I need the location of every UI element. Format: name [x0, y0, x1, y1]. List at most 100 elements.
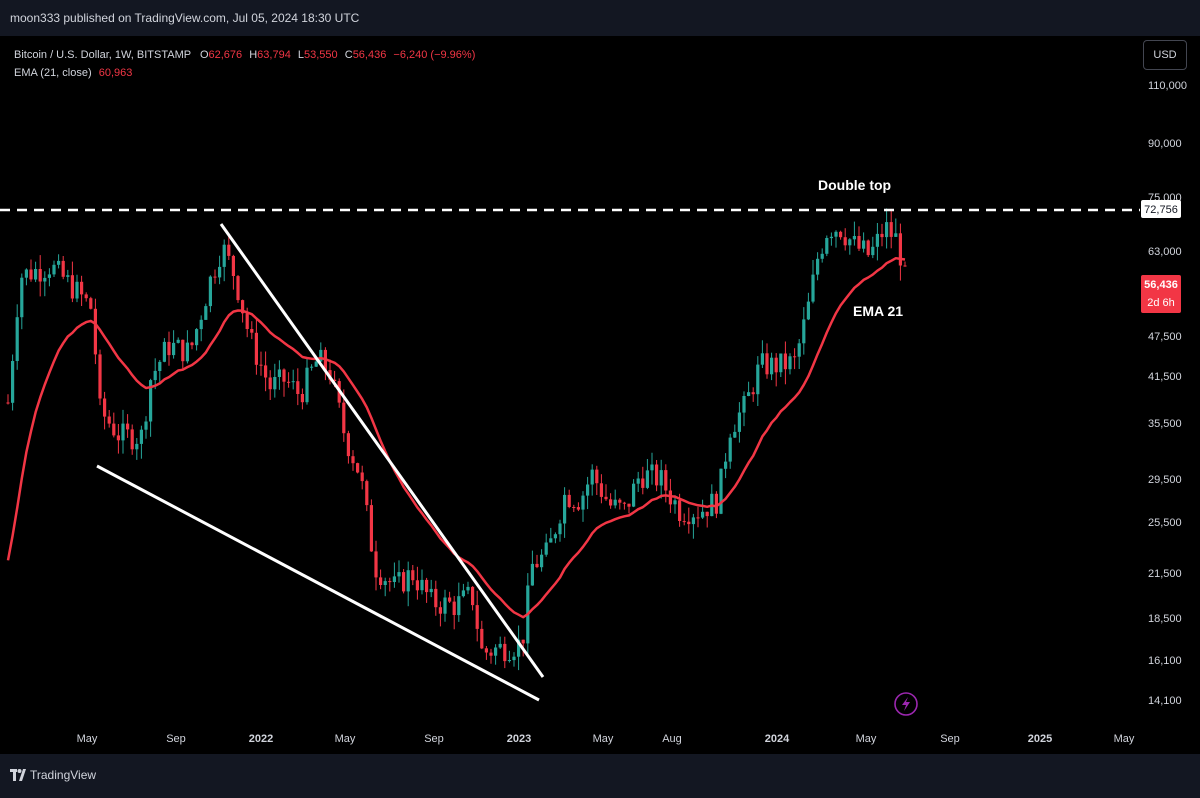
- lightning-icon: [894, 692, 918, 716]
- candle-body: [383, 581, 387, 585]
- candle-body: [811, 274, 815, 302]
- symbol-name[interactable]: Bitcoin / U.S. Dollar, 1W, BITSTAMP: [14, 49, 191, 61]
- candle-body: [774, 357, 778, 373]
- candle-body: [351, 456, 355, 464]
- candle-body: [227, 244, 231, 256]
- candle-body: [406, 570, 410, 592]
- candle-body: [829, 236, 833, 239]
- high-value: 63,794: [257, 49, 291, 61]
- time-tick-label: May: [856, 733, 877, 745]
- candle-body: [144, 421, 148, 430]
- chart-legend: Bitcoin / U.S. Dollar, 1W, BITSTAMP O62,…: [14, 46, 475, 82]
- candle-body: [737, 412, 741, 432]
- candle-body: [788, 356, 792, 370]
- footer: TradingView: [0, 754, 1200, 798]
- candle-body: [185, 342, 189, 362]
- candle-body: [6, 402, 10, 404]
- candle-body: [816, 258, 820, 275]
- candle-body: [498, 643, 502, 648]
- candle-body: [609, 499, 613, 506]
- candle-body: [342, 402, 346, 434]
- candle-body: [494, 647, 498, 656]
- time-tick-label: Sep: [166, 733, 186, 745]
- candle-body: [374, 551, 378, 578]
- candle-body: [618, 499, 622, 503]
- candle-body: [80, 281, 84, 295]
- candle-body: [806, 301, 810, 320]
- candle-body: [245, 313, 249, 329]
- level-price-tag: [1141, 200, 1181, 218]
- candle-body: [438, 607, 442, 614]
- candle-body: [471, 586, 475, 606]
- candle-body: [254, 332, 258, 365]
- candle-body: [705, 511, 709, 517]
- candle-body: [604, 496, 608, 500]
- ema-legend-label[interactable]: EMA (21, close): [14, 67, 92, 79]
- candle-body: [176, 339, 180, 343]
- candle-body: [346, 433, 350, 457]
- candle-body: [402, 572, 406, 592]
- candle-body: [443, 597, 447, 614]
- candle-body: [756, 364, 760, 395]
- time-tick-label: May: [1114, 733, 1135, 745]
- candle-body: [779, 353, 783, 373]
- candle-body: [576, 507, 580, 510]
- time-tick-label: 2022: [249, 733, 273, 745]
- change-value: −6,240 (−9.96%): [393, 49, 476, 61]
- candle-body: [839, 231, 843, 238]
- candle-body: [360, 472, 364, 482]
- candle-body: [172, 342, 176, 356]
- candle-body: [802, 319, 806, 344]
- tradingview-brand[interactable]: TradingView: [10, 768, 96, 782]
- candle-body: [461, 590, 465, 597]
- tradingview-logo-icon: [10, 769, 26, 781]
- candle-body: [264, 365, 268, 378]
- candle-body: [783, 353, 787, 370]
- candle-body: [222, 244, 226, 267]
- brand-label: TradingView: [30, 768, 97, 782]
- chart-area[interactable]: [0, 36, 1200, 754]
- price-chart[interactable]: Double top EMA 21 110,00090,00075,00063,…: [0, 36, 1200, 754]
- candle-body: [139, 429, 143, 444]
- candle-body: [475, 605, 479, 629]
- candle-body: [701, 511, 705, 518]
- candle-body: [429, 588, 433, 593]
- candle-body: [898, 233, 902, 266]
- time-tick-label: May: [593, 733, 614, 745]
- candle-body: [190, 342, 194, 346]
- symbol-row: Bitcoin / U.S. Dollar, 1W, BITSTAMP O62,…: [14, 46, 475, 64]
- candle-body: [682, 521, 686, 523]
- candle-body: [268, 377, 272, 390]
- candle-body: [397, 572, 401, 577]
- candle-body: [57, 260, 61, 265]
- candle-body: [24, 269, 28, 278]
- candle-body: [213, 276, 217, 278]
- candle-body: [797, 343, 801, 357]
- open-label: O: [199, 49, 209, 61]
- candle-body: [356, 463, 360, 473]
- currency-button[interactable]: USD: [1143, 40, 1187, 70]
- candle-body: [659, 470, 663, 486]
- candle-body: [871, 246, 875, 256]
- candle-body: [457, 596, 461, 616]
- candle-body: [848, 239, 852, 246]
- candle-body: [15, 317, 19, 361]
- publish-header: moon333 published on TradingView.com, Ju…: [0, 0, 1200, 36]
- candle-body: [636, 478, 640, 484]
- candle-body: [98, 354, 102, 399]
- candle-body: [231, 255, 235, 276]
- candle-body: [181, 339, 185, 362]
- candle-body: [310, 366, 314, 368]
- candle-body: [553, 534, 557, 539]
- price-tick-label: 110,000: [1148, 80, 1187, 92]
- candle-body: [733, 431, 737, 438]
- time-tick-label: 2025: [1028, 733, 1052, 745]
- candle-body: [208, 276, 212, 307]
- low-value: 53,550: [304, 49, 338, 61]
- candle-body: [420, 579, 424, 591]
- candle-body: [724, 461, 728, 469]
- price-tick-label: 14,100: [1148, 695, 1182, 707]
- candle-body: [894, 233, 898, 237]
- time-tick-label: May: [335, 733, 356, 745]
- high-label: H: [249, 49, 258, 61]
